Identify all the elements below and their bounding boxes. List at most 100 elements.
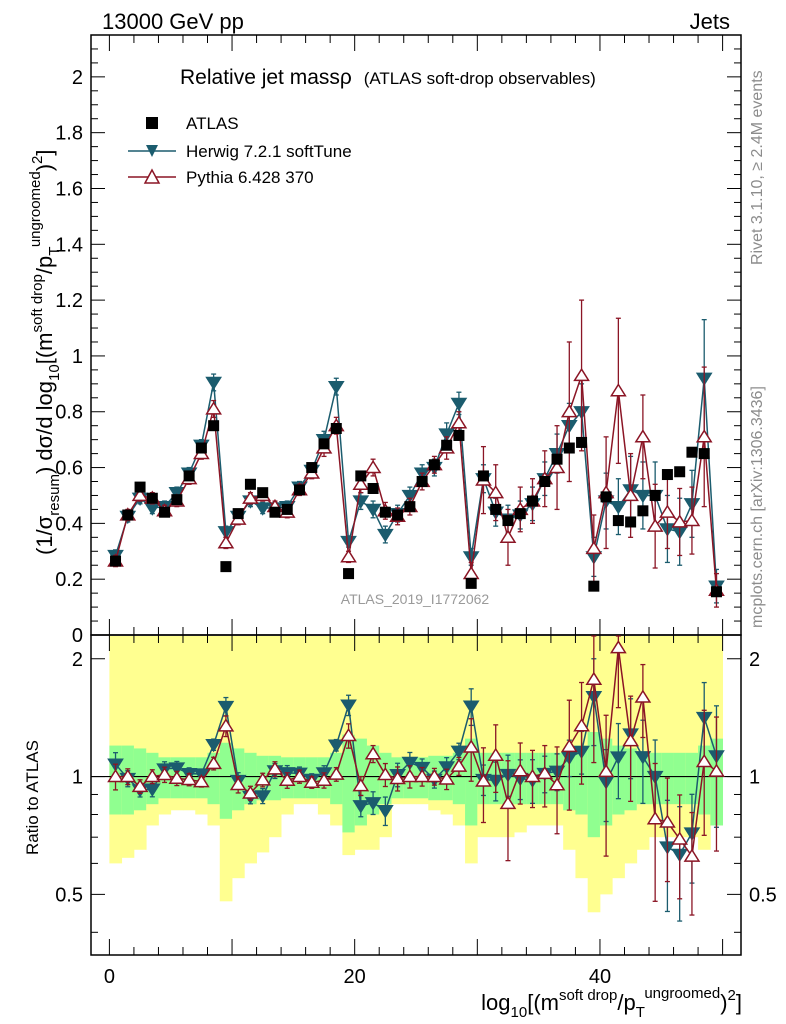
xlabel-part-c: [(m bbox=[527, 990, 559, 1015]
ratio-axis-ticks: 0.5 0.5 1 1 2 2 bbox=[55, 649, 777, 933]
atlas-data-point bbox=[551, 453, 563, 465]
x-tick-label: 40 bbox=[589, 966, 611, 988]
legend-herwig-label: Herwig 7.2.1 softTune bbox=[186, 142, 352, 161]
ratio-panel-frame bbox=[90, 634, 742, 956]
atlas-data-point bbox=[392, 509, 404, 521]
xlabel-sup-ungroomed: ungroomed bbox=[644, 985, 720, 1002]
herwig-point bbox=[364, 503, 382, 518]
herwig-point bbox=[352, 495, 370, 509]
pythia-ratio-point bbox=[217, 718, 235, 732]
pythia-point bbox=[364, 459, 382, 474]
legend-atlas-marker bbox=[146, 117, 158, 129]
atlas-data-point bbox=[220, 561, 232, 573]
atlas-data-point bbox=[281, 503, 293, 515]
main-y-tick-label: 1.6 bbox=[55, 178, 83, 200]
atlas-data-point bbox=[232, 508, 244, 520]
pythia-ratio-point bbox=[143, 768, 161, 783]
herwig-point bbox=[340, 535, 357, 550]
atlas-data-point bbox=[661, 469, 673, 481]
main-y-tick-label: 0.8 bbox=[55, 402, 83, 424]
pythia-ratio-point bbox=[303, 774, 321, 788]
pythia-ratio-point bbox=[426, 768, 443, 783]
atlas-data-point bbox=[428, 459, 440, 471]
herwig-point bbox=[254, 502, 272, 516]
ratio-y-tick-label: 2 bbox=[72, 649, 83, 671]
herwig-point bbox=[438, 428, 456, 442]
xlabel-part-j: ] bbox=[736, 990, 742, 1015]
atlas-data-point bbox=[159, 506, 171, 518]
main-y-tick-label: 1.8 bbox=[55, 123, 83, 145]
pythia-ratio-point bbox=[708, 763, 725, 777]
pythia-ratio-point bbox=[205, 755, 222, 770]
mcplots-label: mcplots.cern.ch [arXiv:1306.3436] bbox=[749, 386, 766, 628]
main-y-tick-label: 0.2 bbox=[55, 569, 83, 591]
pythia-ratio-point bbox=[659, 814, 676, 828]
ratio-band-inner bbox=[219, 742, 233, 819]
x-axis-label: log10[(msoft drop/pTungroomed)2] bbox=[481, 985, 742, 1021]
ratio-y-tick-label-right: 0.5 bbox=[749, 884, 777, 906]
x-tick-label: 0 bbox=[104, 966, 115, 988]
pythia-ratio-point bbox=[242, 785, 259, 799]
ratio-band-outer bbox=[366, 636, 380, 850]
herwig-point bbox=[634, 489, 652, 504]
ylabel-part-a: (1/σ bbox=[32, 515, 57, 555]
atlas-data-point bbox=[441, 439, 453, 451]
pythia-point bbox=[462, 565, 480, 580]
ylabel-sup-ungroomed: ungroomed bbox=[27, 171, 44, 247]
legend: ATLAS Herwig 7.2.1 softTune Pythia 6.428… bbox=[128, 114, 352, 187]
pythia-point bbox=[573, 367, 590, 382]
herwig-point bbox=[217, 526, 235, 540]
pythia-point bbox=[634, 429, 652, 443]
pythia-ratio-point bbox=[548, 777, 566, 791]
atlas-data-point bbox=[208, 420, 220, 432]
herwig-ratio-point bbox=[327, 739, 345, 753]
herwig-point bbox=[610, 500, 627, 515]
main-y-tick-label: 0.6 bbox=[55, 458, 83, 480]
atlas-data-point bbox=[355, 470, 367, 482]
main-y-tick-label: 1.4 bbox=[55, 234, 83, 256]
ratio-y-tick-label-right: 1 bbox=[749, 767, 760, 789]
atlas-data-point bbox=[563, 442, 575, 454]
atlas-data-point bbox=[244, 478, 256, 490]
pythia-ratio-point bbox=[560, 738, 578, 753]
ratio-y-tick-label: 0.5 bbox=[55, 884, 83, 906]
main-axis-ticks: 0 0.2 0.4 0.6 0.8 1 1.2 1.4 1.6 1.8 2 bbox=[55, 34, 741, 647]
chart-title-main: Relative jet massρ bbox=[180, 66, 352, 89]
pythia-ratio-point bbox=[622, 733, 639, 747]
xlabel-part-e: /p bbox=[617, 990, 635, 1015]
pythia-ratio-point bbox=[695, 753, 713, 768]
pythia-point bbox=[646, 518, 664, 532]
atlas-data-point bbox=[674, 466, 686, 478]
ratio-band-inner bbox=[673, 752, 687, 805]
atlas-data-point bbox=[122, 509, 134, 521]
herwig-ratio-point bbox=[438, 761, 456, 775]
pythia-point bbox=[610, 383, 627, 397]
herwig-point bbox=[401, 489, 419, 504]
pythia-point bbox=[585, 540, 603, 555]
herwig-ratio-point bbox=[340, 699, 357, 713]
pythia-ratio-point bbox=[266, 761, 284, 775]
herwig-ratio-point bbox=[352, 800, 370, 814]
ylabel-sub-resum: resum bbox=[46, 474, 63, 516]
atlas-data-point bbox=[539, 476, 551, 488]
pythia-ratio-point bbox=[131, 778, 149, 793]
pythia-main-line bbox=[114, 375, 718, 591]
pythia-ratio-point bbox=[462, 739, 480, 753]
atlas-data-point bbox=[306, 462, 318, 474]
pythia-ratio-point bbox=[107, 768, 124, 783]
pythia-ratio-point bbox=[180, 771, 198, 786]
pythia-point bbox=[548, 459, 566, 474]
atlas-data-point bbox=[490, 503, 502, 515]
pythia-ratio-point bbox=[597, 763, 615, 778]
ratio-band-inner bbox=[342, 734, 356, 833]
herwig-ratio-point bbox=[205, 738, 222, 753]
pythia-point bbox=[487, 484, 505, 499]
xlabel-part-a: log bbox=[481, 990, 510, 1015]
atlas-data-point bbox=[527, 495, 539, 507]
ratio-band-outer bbox=[268, 636, 282, 838]
atlas-data-point bbox=[293, 484, 305, 496]
herwig-point bbox=[376, 528, 394, 543]
pythia-ratio-point bbox=[340, 727, 357, 742]
xlabel-sub-T: T bbox=[636, 1004, 645, 1021]
